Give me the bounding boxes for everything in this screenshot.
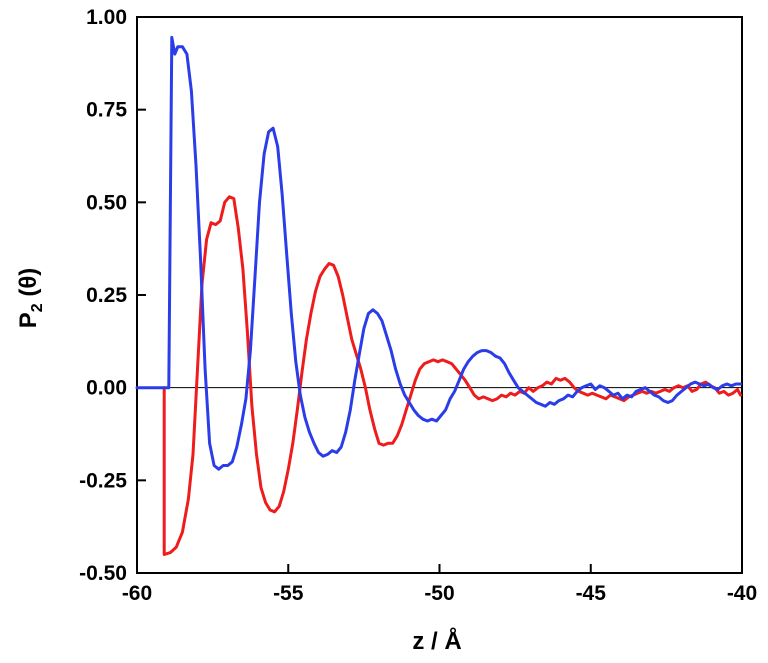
y-axis-label-main: P	[15, 312, 42, 328]
x-tick-label: -50	[424, 582, 454, 605]
series-1-line	[162, 195, 742, 556]
x-tick-label: -45	[576, 582, 607, 605]
x-tick-label: -40	[727, 582, 757, 605]
x-tick-label: -55	[273, 582, 304, 605]
series-2-line	[135, 35, 742, 471]
plot-frame	[136, 16, 743, 574]
axis-ticks: -60 -55 -50 -45 -40 1.00 0.75 0.50 0.25 0.00 -0.25…	[79, 6, 757, 605]
x-tick-label: -60	[122, 582, 152, 605]
y-tick-label: 0.25	[86, 284, 127, 307]
y-tick-label: 1.00	[86, 6, 127, 29]
x-axis-label: z / Å	[412, 627, 461, 655]
y-axis-label: P2 (θ)	[15, 268, 46, 329]
y-tick-label: -0.50	[79, 562, 127, 585]
series-layer	[135, 35, 742, 556]
y-tick-label: -0.25	[79, 469, 127, 492]
y-tick-label: 0.00	[86, 377, 127, 400]
y-tick-label: 0.50	[86, 191, 127, 214]
y-axis-label-rest: (θ)	[15, 268, 42, 304]
y-axis-label-subscript: 2	[29, 303, 46, 312]
y-tick-label: 0.75	[86, 99, 127, 122]
